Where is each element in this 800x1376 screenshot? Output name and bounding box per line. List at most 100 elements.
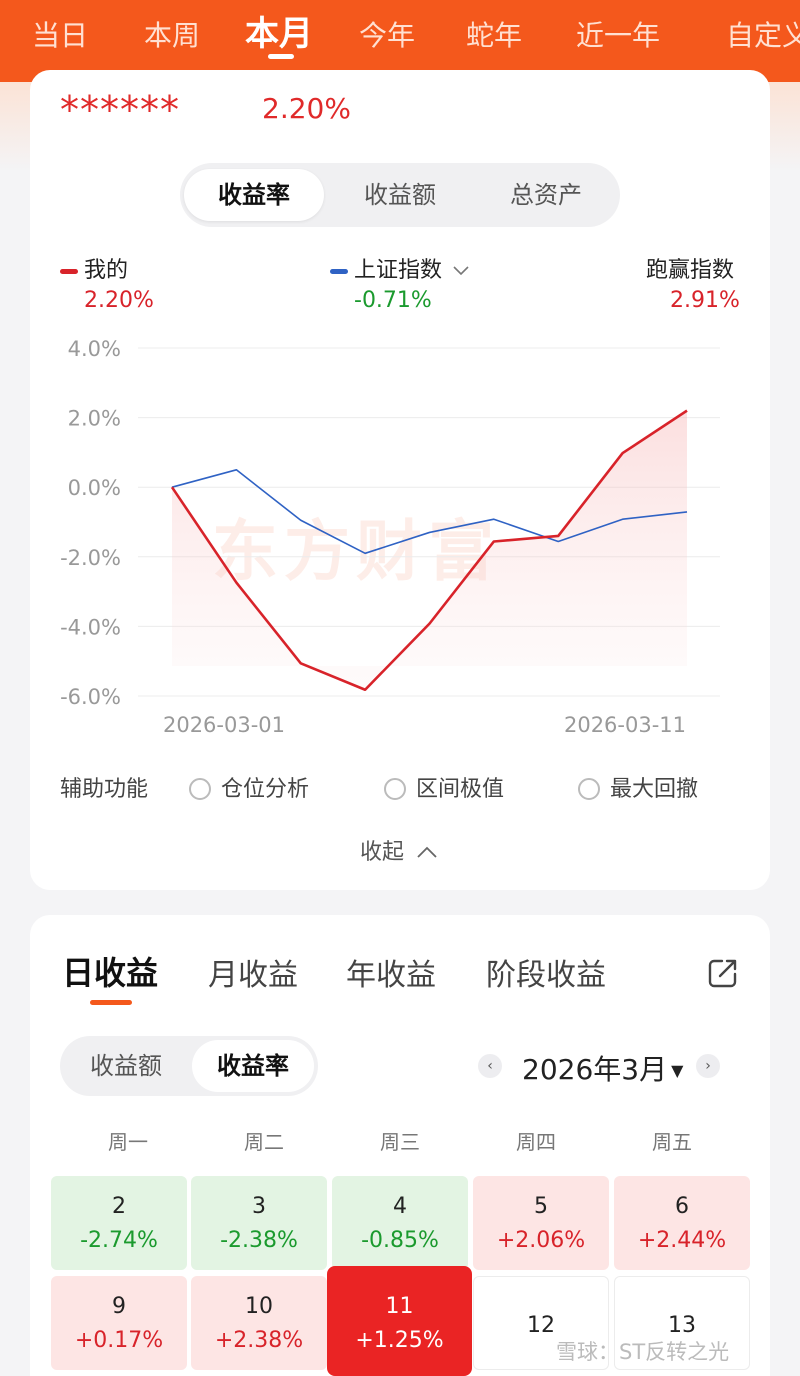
active-tab-indicator [268, 54, 294, 59]
active-tab-indicator [90, 1000, 132, 1005]
tab-stage-returns[interactable]: 阶段收益 [486, 958, 606, 993]
eastmoney-watermark: 东方财富 [212, 513, 500, 590]
day-return: -2.38% [220, 1228, 298, 1253]
day-return: +2.06% [496, 1228, 586, 1253]
day-number: 2 [112, 1194, 126, 1219]
weekday-wed: 周三 [380, 1130, 420, 1154]
aux-option-position-analysis[interactable]: 仓位分析 [189, 771, 309, 803]
account-return: 2.20% [262, 92, 351, 125]
day-number: 4 [393, 1194, 407, 1219]
returns-line-chart: 4.0% 2.0% 0.0% -2.0% -4.0% -6.0% 2026-03-01 202… [60, 337, 720, 737]
calendar-day-cell[interactable]: 3 -2.38% [191, 1176, 327, 1270]
tab-custom[interactable]: 自定义 [726, 19, 800, 52]
tab-yearly-returns[interactable]: 年收益 [346, 958, 436, 993]
day-return: -2.74% [80, 1228, 158, 1253]
metric-segmented-control: 收益率 收益额 总资产 [180, 163, 620, 227]
aux-option-label: 最大回撤 [610, 777, 699, 802]
day-number: 10 [245, 1294, 273, 1319]
toggle-return-amount[interactable]: 收益额 [90, 1052, 162, 1080]
tab-last-year[interactable]: 近一年 [576, 19, 661, 52]
legend-mine-value: 2.20% [84, 288, 154, 313]
calendar-day-cell[interactable]: 13 [614, 1276, 750, 1370]
day-return: +2.44% [637, 1228, 727, 1253]
x-tick-label: 2026-03-11 [564, 713, 686, 737]
calendar-day-cell[interactable]: 5 +2.06% [473, 1176, 609, 1270]
day-number: 3 [252, 1194, 266, 1219]
collapse-label: 收起 [360, 840, 405, 865]
toggle-return-rate[interactable]: 收益率 [192, 1040, 314, 1092]
radio-icon [189, 778, 211, 800]
legend-mine: 我的 [60, 252, 128, 284]
aux-option-label: 仓位分析 [221, 777, 310, 802]
radio-icon [384, 778, 406, 800]
legend-index-selector[interactable]: 上证指数 [330, 252, 471, 284]
aux-option-label: 区间极值 [416, 777, 505, 802]
weekday-tue: 周二 [244, 1130, 284, 1154]
month-selector[interactable]: 2026年3月 ▼ [522, 1048, 683, 1088]
y-tick-label: 4.0% [68, 337, 121, 361]
metric-tab-total-assets[interactable]: 总资产 [510, 181, 582, 209]
day-number: 5 [534, 1194, 548, 1219]
chevron-down-icon [453, 266, 469, 276]
weekday-fri: 周五 [652, 1130, 692, 1154]
month-label: 2026年3月 [522, 1053, 668, 1086]
day-return: +1.25% [355, 1328, 444, 1353]
legend-index-label: 上证指数 [354, 258, 443, 283]
legend-beat-value: 2.91% [670, 288, 740, 313]
calendar-day-cell[interactable]: 9 +0.17% [51, 1276, 187, 1370]
weekday-thu: 周四 [516, 1130, 556, 1154]
calendar-metric-toggle: 收益额 收益率 [60, 1036, 318, 1096]
legend-beat-label: 跑赢指数 [646, 258, 735, 283]
calendar-day-cell-selected[interactable]: 11 +1.25% [327, 1266, 472, 1376]
y-tick-label: 2.0% [68, 407, 121, 431]
x-tick-label: 2026-03-01 [163, 713, 285, 737]
collapse-button[interactable]: 收起 [360, 834, 439, 866]
aux-functions-label: 辅助功能 [60, 777, 149, 802]
metric-tab-return-rate[interactable]: 收益率 [184, 169, 324, 221]
legend-mine-swatch [60, 268, 78, 274]
day-return: +2.38% [214, 1328, 304, 1353]
mine-area-fill [172, 410, 687, 690]
legend-mine-label: 我的 [84, 258, 129, 283]
calendar-day-cell[interactable]: 4 -0.85% [332, 1176, 468, 1270]
legend-index-value: -0.71% [354, 288, 432, 313]
calendar-day-cell[interactable]: 6 +2.44% [614, 1176, 750, 1270]
calendar-day-cell[interactable]: 2 -2.74% [51, 1176, 187, 1270]
day-return: -0.85% [361, 1228, 439, 1253]
aux-option-max-drawdown[interactable]: 最大回撤 [578, 771, 698, 803]
y-tick-label: -4.0% [60, 615, 121, 639]
weekday-mon: 周一 [108, 1130, 148, 1154]
tab-this-month[interactable]: 本月 [245, 14, 313, 54]
radio-icon [578, 778, 600, 800]
day-number: 6 [675, 1194, 689, 1219]
tab-today[interactable]: 当日 [32, 19, 89, 52]
share-icon[interactable] [706, 956, 740, 990]
day-number: 12 [527, 1313, 555, 1338]
day-number: 11 [385, 1294, 414, 1319]
aux-option-range-extremes[interactable]: 区间极值 [384, 771, 504, 803]
day-number: 9 [112, 1294, 126, 1319]
index-series-line [171, 469, 688, 555]
y-tick-label: -6.0% [60, 685, 121, 709]
y-tick-label: -2.0% [60, 546, 121, 570]
tab-daily-returns[interactable]: 日收益 [62, 954, 159, 992]
tab-snake-year[interactable]: 蛇年 [466, 19, 523, 52]
mine-series-line [170, 409, 688, 692]
next-month-button[interactable]: › [696, 1054, 720, 1078]
day-number: 13 [668, 1313, 696, 1338]
tab-this-year[interactable]: 今年 [359, 19, 416, 52]
period-tab-bar: 当日 本周 本月 今年 蛇年 近一年 自定义 [0, 0, 800, 82]
caret-down-icon: ▼ [671, 1061, 684, 1080]
xueqiu-watermark: 雪球：ST反转之光 [556, 1340, 730, 1364]
chevron-up-icon [417, 846, 437, 858]
tab-this-week[interactable]: 本周 [144, 19, 201, 52]
calendar-day-cell[interactable]: 10 +2.38% [191, 1276, 327, 1370]
prev-month-button[interactable]: ‹ [478, 1054, 502, 1078]
y-tick-label: 0.0% [68, 476, 121, 500]
metric-tab-return-amount[interactable]: 收益额 [364, 181, 436, 209]
masked-account-name: ****** [60, 88, 180, 132]
day-return: +0.17% [74, 1328, 164, 1353]
calendar-day-cell[interactable]: 12 [473, 1276, 609, 1370]
legend-index-swatch [330, 268, 348, 274]
tab-monthly-returns[interactable]: 月收益 [208, 958, 298, 993]
